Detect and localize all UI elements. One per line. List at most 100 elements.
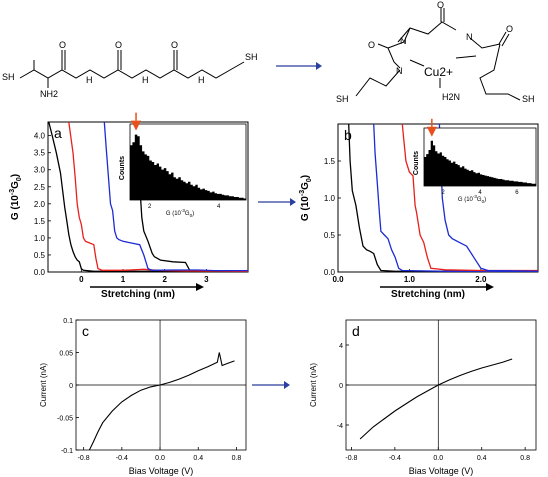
right-molecule: [355, 8, 521, 101]
y-tick-label-a-0: 0.0: [34, 268, 46, 277]
reaction-arrow-bottom: [252, 381, 290, 389]
x-tick-label-d-2: 0.0: [433, 455, 443, 462]
y-axis-label-part-b-0: G (10: [300, 196, 311, 221]
right-o-label-3: O: [506, 24, 513, 34]
y-axis-label-a: G (10-3G0): [9, 174, 23, 220]
y-axis-label-part-b-1: -3: [299, 190, 306, 196]
x-tick-label-d-3: 0.4: [477, 455, 487, 462]
y-tick-label-b-3: 1.5: [324, 157, 336, 166]
inset-x-label-part-b-1: -3: [473, 194, 477, 199]
plot-frame-a: [47, 121, 249, 273]
inset-x-label-part-b-3: 0: [482, 199, 485, 204]
inset-x-label-part-a-1: -3: [181, 208, 185, 213]
series-line-a-0: [48, 122, 248, 272]
left-nh2-label: NH2: [40, 89, 58, 99]
right-o-label-2: O: [368, 40, 375, 50]
x-tick-label-c-1: -0.4: [116, 455, 128, 462]
series-line-b-3: [438, 124, 538, 272]
left-molecule-labels: SH NH2 H H H SH O O O: [2, 40, 258, 99]
inset-y-label-b: Counts: [413, 151, 420, 175]
panel-label-d: d: [352, 323, 360, 339]
inset-x-label-part-b-0: G (10: [458, 197, 474, 203]
x-tick-label-d-1: -0.4: [389, 455, 401, 462]
x-tick-label-c-0: -0.8: [78, 455, 90, 462]
inset-x-label-part-b-2: G: [477, 197, 482, 203]
x-tick-label-c-4: 0.8: [232, 455, 242, 462]
reaction-arrow-middle: [258, 198, 296, 206]
left-o-label-3: O: [171, 40, 178, 50]
right-n-label-3: N: [396, 66, 403, 76]
right-o-label-1: O: [437, 0, 444, 10]
inset-x-label-a: G (10-3G0): [166, 208, 194, 218]
y-tick-label-b-2: 1.0: [324, 194, 336, 203]
right-cu-label: Cu2+: [424, 65, 453, 79]
y-tick-label-a-5: 2.5: [34, 183, 46, 192]
y-tick-label-c-2: 0: [69, 383, 73, 390]
y-tick-label-a-3: 1.5: [34, 217, 46, 226]
right-n-label-1: N: [400, 36, 407, 46]
y-tick-label-b-0: 0.0: [324, 268, 336, 277]
x-axis-label-c: Bias Voltage (V): [129, 466, 194, 476]
x-tick-label-b-0: 0.0: [332, 275, 344, 284]
series-line-a-3: [103, 122, 248, 272]
x-tick-label-c-2: 0.0: [155, 455, 165, 462]
inset-x-tick-b-2: 6: [515, 190, 519, 196]
y-tick-label-c-1: 0.05: [59, 351, 73, 358]
y-tick-label-c-0: 0.1: [63, 318, 73, 325]
inset-x-label-part-a-0: G (10: [166, 211, 182, 217]
stretch-arrowhead-a: [196, 283, 204, 291]
y-tick-label-a-7: 3.5: [34, 149, 46, 158]
y-tick-label-c-3: -0.05: [57, 416, 73, 423]
y-axis-label-part-b-2: G: [300, 182, 311, 190]
right-n-label-2: N: [466, 32, 473, 42]
y-axis-label-part-a-3: 0: [16, 177, 23, 181]
peak-marker-b: [426, 126, 437, 137]
y-axis-label-d: Current (nA): [309, 363, 318, 407]
y-tick-label-a-4: 2.0: [34, 200, 46, 209]
y-tick-label-a-8: 4.0: [34, 132, 46, 141]
inset-x-tick-b-1: 4: [478, 190, 482, 196]
x-tick-label-a-3: 3: [204, 275, 209, 284]
right-molecule-labels: N N Cu2+ N H2N SH SH O O O: [336, 0, 535, 104]
y-tick-label-d-2: -4: [337, 423, 343, 430]
x-tick-label-a-0: 0: [79, 275, 84, 284]
x-tick-label-a-1: 1: [121, 275, 126, 284]
left-h-label-2: H: [142, 75, 149, 85]
inset-x-tick-a-1: 4: [217, 204, 221, 210]
x-axis-label-a: Stretching (nm): [101, 289, 175, 300]
left-h-label-3: H: [198, 75, 205, 85]
peak-marker-a: [131, 120, 142, 131]
inset-x-label-part-b-4: ): [484, 197, 486, 203]
panel-label-b: b: [344, 127, 352, 143]
y-tick-label-b-1: 0.5: [324, 231, 336, 240]
reaction-arrow-top: [276, 62, 322, 70]
y-axis-label-c: Current (nA): [39, 363, 48, 407]
right-sh-label-2: SH: [522, 94, 535, 104]
left-o-label-2: O: [115, 40, 122, 50]
x-axis-label-d: Bias Voltage (V): [409, 466, 474, 476]
inset-x-label-part-a-2: G: [185, 211, 190, 217]
inset-x-label-part-a-3: 0: [190, 213, 193, 218]
series-line-b-2: [401, 124, 538, 272]
x-tick-label-b-2: 2.0: [475, 275, 487, 284]
y-axis-label-part-a-2: G: [10, 181, 21, 189]
chart-panel-c: 0.1 0.05 0 -0.05 -0.1 -0.8 -0.4 0.0 0.4 0.8 c Bias …: [39, 318, 247, 476]
left-molecule: [19, 50, 245, 88]
stretch-arrowhead-b: [486, 283, 494, 291]
y-tick-label-a-2: 1.0: [34, 234, 46, 243]
inset-x-tick-b-0: 2: [441, 190, 445, 196]
y-axis-label-part-a-0: G (10: [10, 195, 21, 220]
inset-y-label-a: Counts: [119, 156, 126, 180]
chart-panel-d: 4 0 -4 -0.8 -0.4 0.0 0.4 0.8 d Bias Voltage (V) Cu…: [309, 319, 537, 476]
y-tick-label-c-4: -0.1: [61, 448, 73, 455]
inset-x-label-b: G (10-3G0): [458, 194, 486, 204]
panel-label-a: a: [54, 125, 62, 141]
left-o-label-1: O: [59, 40, 66, 50]
inset-histogram-a: [130, 134, 246, 200]
left-sh-label: SH: [2, 72, 15, 82]
y-axis-label-b: G (10-3G0): [299, 175, 313, 221]
y-tick-label-d-1: 0: [339, 383, 343, 390]
x-tick-label-a-2: 2: [162, 275, 167, 284]
panel-label-c: c: [82, 323, 89, 339]
x-axis-label-b: Stretching (nm): [391, 289, 465, 300]
